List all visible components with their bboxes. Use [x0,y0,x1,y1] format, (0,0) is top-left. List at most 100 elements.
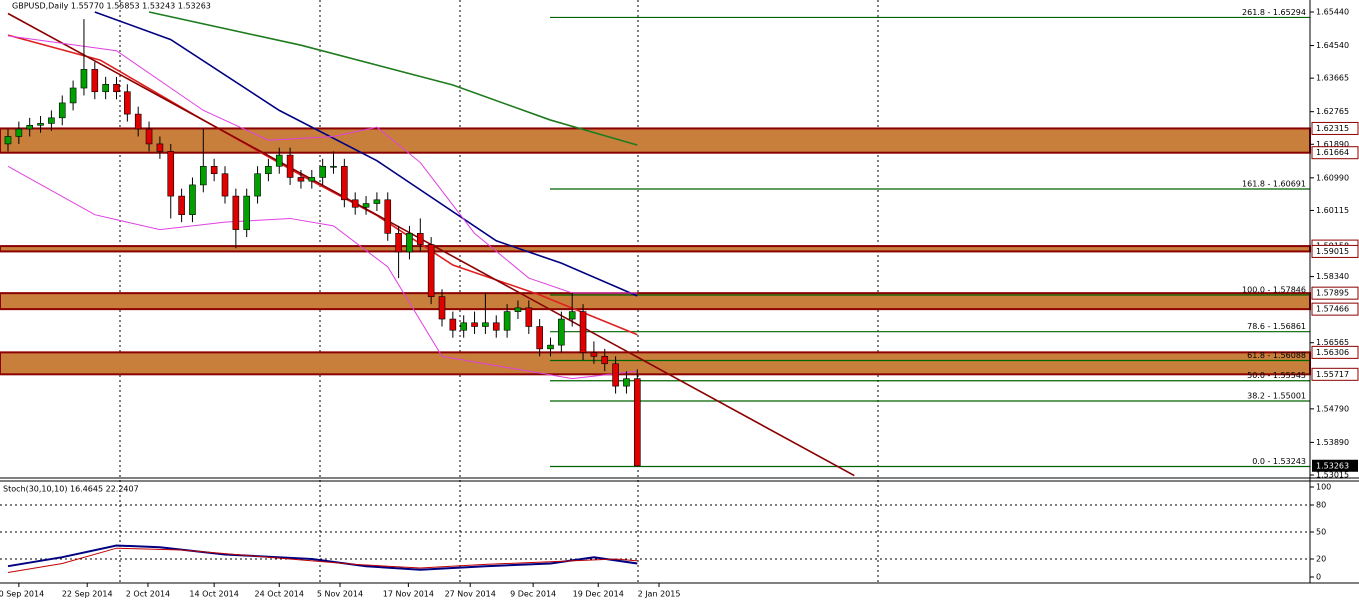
price-label: 1.61664 [1316,148,1349,157]
y-tick-label: 1.56565 [1316,338,1349,347]
y-tick-label: 80 [1316,501,1326,510]
candle-body [579,311,587,353]
fib-label: 38.2 - 1.55001 [1247,391,1306,400]
candle-body [69,87,77,104]
zone [0,127,1311,154]
plot: 261.8 - 1.65294 161.8 - 1.60691 100.0 - 1.… [0,8,1359,599]
price-label-box [1311,367,1359,381]
candle-body [286,154,294,178]
price-label: 1.62315 [1316,124,1349,133]
candle-body [395,233,402,253]
candle-body [406,233,413,253]
candle-body [319,165,326,178]
price-label: 1.56306 [1316,348,1349,357]
x-tick-label: 10 Sep 2014 [0,590,44,599]
candle-body [482,322,489,327]
zone [0,351,1311,376]
candle-body [80,69,88,89]
price-label: 1.59015 [1316,247,1349,256]
candle-body [232,195,240,230]
fib-label: 50.0 - 1.55545 [1247,371,1306,380]
fib-label: 78.6 - 1.56861 [1247,322,1306,331]
candle-body [373,199,381,204]
fib-label: 100.0 - 1.57846 [1242,285,1306,294]
x-tick-label: 14 Oct 2014 [189,590,238,599]
candle-body [449,318,457,331]
y-tick-label: 1.53015 [1316,471,1349,480]
price-label: 1.57895 [1316,289,1349,298]
candle-body [210,165,218,175]
candle-body [15,128,23,137]
candle-body [275,154,283,167]
candle-body [514,307,522,312]
x-tick-label: 24 Oct 2014 [255,590,304,599]
candle-body [91,69,99,93]
fib-label: 0.0 - 1.53243 [1252,457,1306,466]
x-tick-label: 17 Nov 2014 [383,590,434,599]
vertical-grid [119,0,879,583]
candle-body [362,203,370,208]
candle-body [460,322,468,331]
y-tick-label: 1.65440 [1316,8,1349,17]
candle-body [492,322,500,331]
fib-label: 61.8 - 1.56088 [1247,351,1306,360]
candle-body [4,136,12,145]
indicator-line [7,34,638,336]
candle-body [189,184,196,216]
candle-body [633,378,641,467]
y-tick-label: 1.58340 [1316,272,1349,281]
x-tick-label: 22 Sep 2014 [62,590,113,599]
x-tick-label: 5 Nov 2014 [317,590,363,599]
x-tick-label: 2 Oct 2014 [126,590,170,599]
y-tick-label: 0 [1316,573,1321,582]
price-label-box [1311,302,1359,316]
y-tick-label: 1.60115 [1316,206,1349,215]
price-label: 1.55717 [1316,370,1349,379]
candle-body [341,165,348,201]
candle-body [503,311,511,331]
candle-body [145,128,153,145]
candle-body [612,363,619,387]
y-tick-label: 1.62765 [1316,107,1349,116]
indicator-line [94,11,638,297]
candle-body [536,326,543,350]
candle-body [37,123,44,126]
indicator-line [7,35,638,294]
candle-body [297,177,305,182]
candle-body [265,165,272,175]
y-tick-label: 1.64540 [1316,41,1349,50]
indicator-title: Stoch(30,10,10) 16.4645 22.2407 [3,485,139,494]
candle-body [243,195,250,230]
candle-body [134,113,142,130]
last-price-label: 1.53263 [1316,461,1349,470]
y-tick-label: 1.54790 [1316,404,1349,413]
y-tick-label: 100 [1316,483,1331,492]
fib-label: 161.8 - 1.60691 [1242,179,1306,188]
candle-body [221,173,229,197]
candle-body [156,143,164,152]
indicator-line [7,165,638,380]
x-tick-label: 19 Dec 2014 [573,590,624,599]
zone [0,245,1311,253]
candle-body [525,307,533,327]
y-tick-label: 1.63665 [1316,74,1349,83]
price-label-box [1311,121,1359,135]
y-tick-label: 1.61890 [1316,140,1349,149]
last-price-box [1312,459,1358,472]
y-tick-label: 1.53890 [1316,438,1349,447]
candle-body [48,117,55,124]
y-tick-label: 1.60990 [1316,173,1349,182]
x-tick-label: 9 Dec 2014 [510,590,556,599]
candle-body [124,91,131,115]
stoch-line [7,547,638,573]
candle-body [200,165,207,186]
candle-body [547,344,554,350]
candle-body [26,124,34,130]
candle-body [427,244,435,297]
x-tick-label: 27 Nov 2014 [445,590,496,599]
candle-body [601,356,609,365]
price-label-box [1311,244,1359,258]
candle-body [167,151,175,197]
candle-body [416,233,424,245]
candle-body [558,318,565,346]
